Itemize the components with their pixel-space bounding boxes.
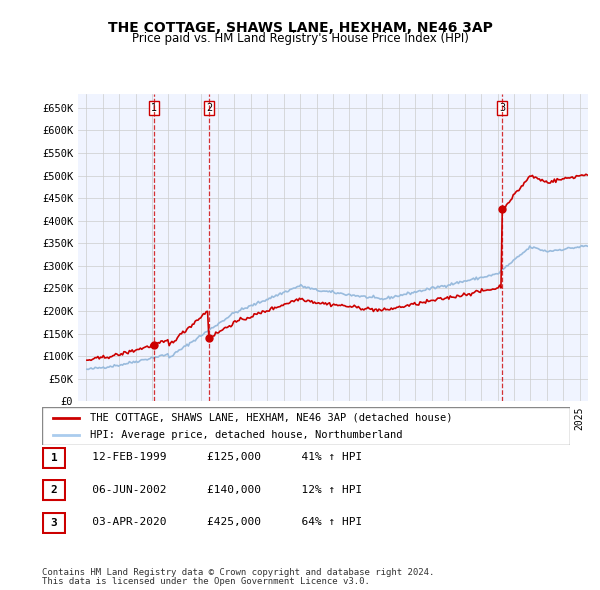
Text: This data is licensed under the Open Government Licence v3.0.: This data is licensed under the Open Gov… bbox=[42, 577, 370, 586]
Text: Contains HM Land Registry data © Crown copyright and database right 2024.: Contains HM Land Registry data © Crown c… bbox=[42, 568, 434, 577]
Text: 1: 1 bbox=[151, 103, 157, 113]
Text: 3: 3 bbox=[50, 518, 58, 527]
Text: THE COTTAGE, SHAWS LANE, HEXHAM, NE46 3AP: THE COTTAGE, SHAWS LANE, HEXHAM, NE46 3A… bbox=[107, 21, 493, 35]
FancyBboxPatch shape bbox=[43, 513, 65, 533]
Text: 03-APR-2020      £425,000      64% ↑ HPI: 03-APR-2020 £425,000 64% ↑ HPI bbox=[72, 517, 362, 527]
Text: 2: 2 bbox=[50, 486, 58, 495]
Text: 2: 2 bbox=[206, 103, 212, 113]
FancyBboxPatch shape bbox=[43, 448, 65, 468]
Text: 12-FEB-1999      £125,000      41% ↑ HPI: 12-FEB-1999 £125,000 41% ↑ HPI bbox=[72, 453, 362, 462]
Text: THE COTTAGE, SHAWS LANE, HEXHAM, NE46 3AP (detached house): THE COTTAGE, SHAWS LANE, HEXHAM, NE46 3A… bbox=[89, 413, 452, 423]
Text: 3: 3 bbox=[499, 103, 505, 113]
Text: 1: 1 bbox=[50, 453, 58, 463]
Text: Price paid vs. HM Land Registry's House Price Index (HPI): Price paid vs. HM Land Registry's House … bbox=[131, 32, 469, 45]
FancyBboxPatch shape bbox=[42, 407, 570, 445]
Text: 06-JUN-2002      £140,000      12% ↑ HPI: 06-JUN-2002 £140,000 12% ↑ HPI bbox=[72, 485, 362, 494]
Text: HPI: Average price, detached house, Northumberland: HPI: Average price, detached house, Nort… bbox=[89, 430, 402, 440]
FancyBboxPatch shape bbox=[43, 480, 65, 500]
